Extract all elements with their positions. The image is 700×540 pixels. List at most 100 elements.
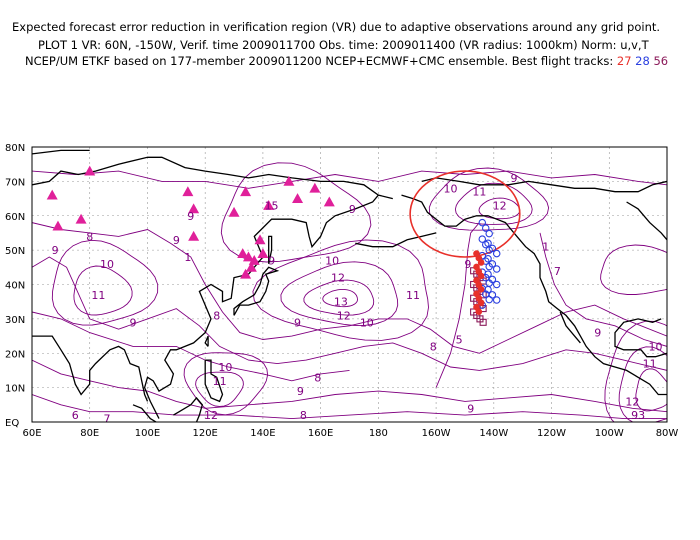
contour-value-label: 9: [294, 316, 301, 329]
lat-tick-label: 70N: [5, 177, 25, 188]
observation-triangle: [182, 186, 194, 197]
contour-line: [435, 222, 480, 388]
contour-value-label: 7: [104, 413, 111, 426]
lon-tick-label: 80E: [80, 428, 99, 439]
contour-value-label: 9: [594, 327, 601, 340]
header-ensemble-line: NCEP/UM ETKF based on 177-member 2009011…: [25, 54, 668, 69]
flight-track-27-marker: [477, 286, 485, 293]
contour-value-label: 9: [52, 244, 59, 257]
contour-line: [604, 320, 667, 422]
coastline: [559, 311, 581, 344]
contour-value-label: 12: [625, 395, 639, 408]
flight-track-28-marker: [492, 296, 501, 304]
lon-tick-label: 120W: [537, 428, 566, 439]
header-ensemble-text: NCEP/UM ETKF based on 177-member 2009011…: [25, 54, 614, 68]
contour-value-label: 1: [184, 251, 191, 264]
lat-tick-label: 80N: [5, 143, 25, 154]
coastline: [268, 235, 273, 265]
verification-region: [409, 170, 521, 258]
contour-value-label: 11: [643, 358, 657, 371]
contour-value-label: 10: [360, 316, 374, 329]
contour-value-label: 8: [213, 309, 220, 322]
observation-triangle: [257, 248, 269, 258]
observation-triangle: [242, 251, 254, 262]
lon-tick-label: 100E: [135, 428, 160, 439]
lat-tick-label: 50N: [5, 246, 25, 257]
contour-value-label: 12: [493, 199, 507, 212]
contour-line: [32, 222, 667, 354]
contour-line: [600, 244, 667, 295]
observation-triangle: [240, 268, 252, 279]
coastlines: [32, 149, 667, 422]
contour-value-label: 9: [187, 210, 194, 223]
lat-lon-grid: [32, 147, 667, 422]
contour-line: [252, 239, 429, 341]
observation-triangle: [292, 193, 304, 203]
contour-lines: [32, 162, 667, 422]
contour-value-label: 13: [334, 296, 348, 309]
flight-track-28-marker: [484, 285, 492, 294]
flight-track-28-marker: [478, 218, 487, 227]
contour-line: [195, 371, 244, 407]
lat-tick-label: 40N: [5, 281, 25, 292]
verification-region-ellipse: [409, 170, 521, 258]
observation-triangle: [237, 248, 249, 258]
map-frame: [31, 146, 668, 423]
flight-track-27-marker: [475, 308, 483, 315]
observation-triangle: [323, 196, 335, 207]
lon-tick-label: 80W: [656, 428, 679, 439]
contour-value-label: 9: [464, 258, 471, 271]
observation-triangle: [75, 213, 87, 224]
observation-triangle: [84, 165, 96, 176]
contour-line: [32, 311, 350, 382]
observation-triangle: [228, 206, 240, 217]
contour-line: [32, 359, 667, 413]
observation-triangle: [283, 175, 295, 186]
contour-value-label: 10: [444, 182, 458, 195]
lon-tick-label: 160W: [422, 428, 451, 439]
flight-track-legend: 27 28 56: [617, 54, 668, 68]
contour-value-label: 9: [467, 402, 474, 415]
coastline: [401, 194, 667, 396]
contour-value-label: 8: [86, 230, 93, 243]
flight-track-28-marker: [485, 229, 493, 238]
flight-track-28-marker: [488, 244, 497, 253]
contour-value-label: 7: [554, 265, 561, 278]
contour-value-label: 11: [406, 289, 420, 302]
lon-tick-label: 120E: [192, 428, 217, 439]
contour-value-label: 10: [218, 361, 232, 374]
contour-line: [32, 170, 667, 189]
lat-tick-label: 10N: [5, 384, 25, 395]
contour-line: [428, 167, 550, 231]
contour-line: [478, 197, 521, 220]
observation-triangle: [263, 199, 275, 210]
track-legend-56: 56: [649, 54, 669, 68]
observation-triangle: [52, 220, 64, 231]
contour-value-label: 11: [472, 186, 486, 199]
lat-tick-label: 20N: [5, 349, 25, 360]
observation-triangle: [309, 182, 321, 193]
observation-triangle: [245, 261, 257, 272]
flight-track-28-marker: [481, 224, 490, 232]
coastline: [143, 194, 379, 419]
contour-line: [303, 279, 375, 316]
coastline: [204, 335, 209, 347]
coastline: [626, 201, 667, 241]
coastline: [614, 318, 667, 358]
contour-line: [539, 232, 667, 347]
contour-value-label: 9: [130, 316, 137, 329]
lon-tick-label: 60E: [22, 428, 41, 439]
lon-tick-label: 180: [369, 428, 388, 439]
flight-track-28-marker: [492, 265, 501, 273]
contour-value-label: 1: [542, 241, 549, 254]
flight-track-28-marker: [484, 239, 492, 248]
flight-track-27-marker: [477, 272, 485, 280]
flight-track-56-marker: [479, 318, 487, 326]
observation-triangle: [188, 230, 200, 241]
flight-track-27-marker: [477, 259, 485, 266]
lon-tick-label: 140E: [250, 428, 275, 439]
contour-value-label: 9: [268, 254, 275, 267]
flight-track-28-marker: [492, 249, 501, 258]
